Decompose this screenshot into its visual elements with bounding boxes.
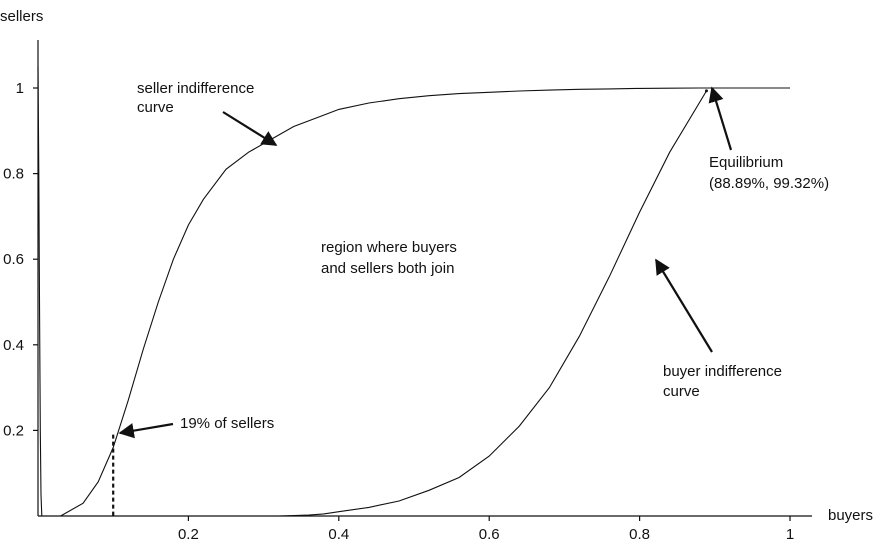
seller-curve-label-line1: seller indifference [137, 80, 254, 97]
seller-indifference-curve [60, 87, 790, 517]
x-tick-label: 0.2 [178, 526, 199, 543]
x-tick-label: 0.8 [629, 526, 650, 543]
y-tick-label: 0.8 [3, 166, 24, 183]
seller-curve-label-line2: curve [137, 99, 174, 116]
sellers-19pct-label: 19% of sellers [180, 415, 274, 432]
sellers-19pct-arrow [118, 422, 174, 439]
buyer-curve-arrow [655, 258, 713, 353]
x-tick-label: 0.4 [328, 526, 349, 543]
x-ticks: 0.2 0.4 0.6 0.8 1 [178, 516, 794, 543]
equilibrium-label-line2: (88.89%, 99.32%) [709, 175, 829, 192]
seller-curve-arrow [222, 111, 278, 146]
x-tick-label: 1 [786, 526, 794, 543]
vertical-spike-curve [37, 66, 43, 517]
y-ticks: 0.2 0.4 0.6 0.8 1 [3, 80, 38, 439]
y-axis-title: sellers [0, 8, 43, 25]
y-tick-label: 1 [16, 80, 24, 97]
equilibrium-label-line1: Equilibrium [709, 154, 783, 171]
equilibrium-point [704, 89, 708, 93]
y-tick-label: 0.4 [3, 337, 24, 354]
series-group [37, 66, 790, 517]
y-tick-label: 0.2 [3, 422, 24, 439]
x-axis-title: buyers [828, 507, 873, 524]
x-tick-label: 0.6 [479, 526, 500, 543]
region-label-line2: and sellers both join [321, 260, 454, 277]
buyer-indifference-curve [278, 90, 707, 517]
buyer-curve-label-line2: curve [663, 383, 700, 400]
y-tick-label: 0.6 [3, 251, 24, 268]
buyer-curve-label-line1: buyer indifference [663, 363, 782, 380]
region-label-line1: region where buyers [321, 239, 457, 256]
equilibrium-arrow [708, 86, 733, 151]
